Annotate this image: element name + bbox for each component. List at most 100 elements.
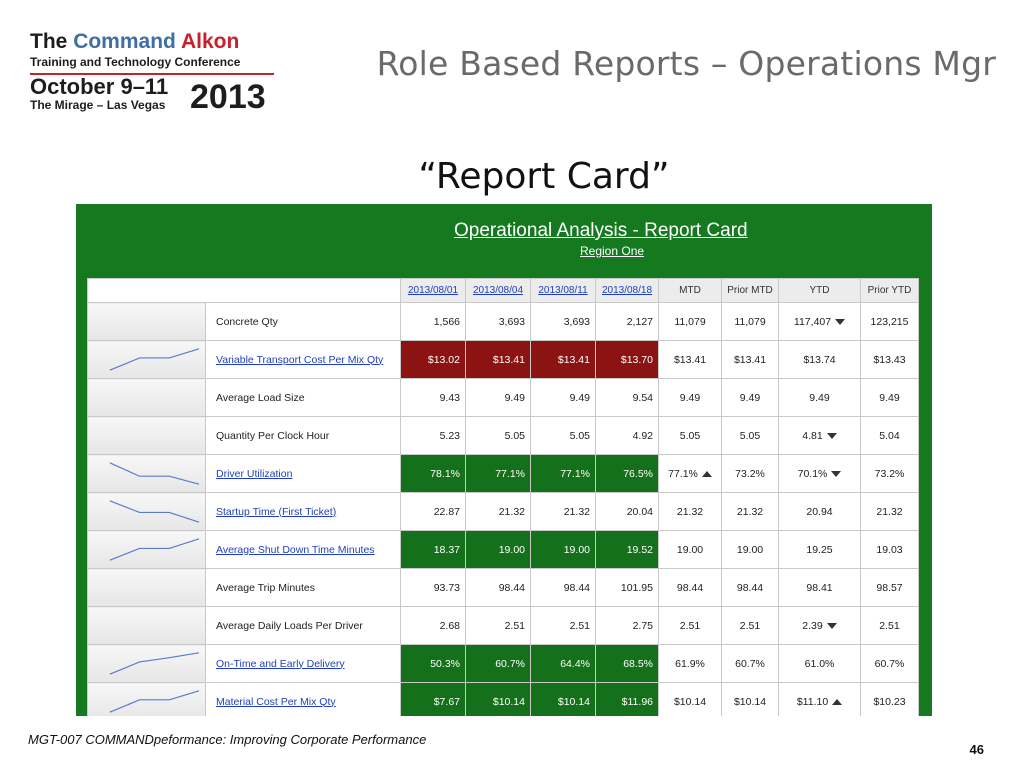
prior-mtd-cell-text: $10.14 — [733, 695, 767, 708]
weekly-value-cell: 4.92 — [595, 416, 659, 455]
sparkline-path — [109, 652, 200, 675]
weekly-value-cell: 76.5% — [595, 454, 659, 493]
sparkline-path — [109, 348, 200, 371]
prior-ytd-cell-text: 2.51 — [879, 619, 900, 632]
ytd-cell: 2.39 — [778, 606, 861, 645]
weekly-value-cell: $10.14 — [530, 682, 596, 716]
weekly-value-cell: 5.05 — [465, 416, 531, 455]
logo-line-1: The Command Alkon — [30, 30, 240, 53]
weekly-value-cell: $7.67 — [400, 682, 466, 716]
mtd-cell-text: $13.41 — [673, 353, 707, 366]
sparkline-cell — [87, 302, 206, 341]
conference-logo: The Command Alkon Training and Technolog… — [30, 30, 280, 114]
trend-sparkline — [109, 348, 200, 371]
prior-ytd-cell-text: 60.7% — [874, 657, 905, 670]
prior-ytd-cell-text: 19.03 — [876, 543, 903, 556]
ytd-cell: 9.49 — [778, 378, 861, 417]
mtd-cell: 98.44 — [658, 568, 722, 607]
weekly-value-cell: 3,693 — [530, 302, 596, 341]
prior-ytd-cell-text: 5.04 — [879, 429, 900, 442]
prior-ytd-cell: 2.51 — [860, 606, 919, 645]
weekly-value-cell: 2.75 — [595, 606, 659, 645]
prior-mtd-cell-text: 21.32 — [736, 505, 764, 518]
prior-mtd-cell-text: 19.00 — [736, 543, 764, 556]
ytd-cell-text: 2.39 — [802, 619, 823, 632]
metric-link[interactable]: Average Shut Down Time Minutes — [205, 530, 401, 569]
weekly-value-cell: $11.96 — [595, 682, 659, 716]
metric-link[interactable]: Material Cost Per Mix Qty — [205, 682, 401, 716]
sparkline-cell — [87, 416, 206, 455]
page-number: 46 — [969, 742, 984, 757]
weekly-value-cell: 5.05 — [530, 416, 596, 455]
ytd-cell: 117,407 — [778, 302, 861, 341]
weekly-value-cell: 77.1% — [530, 454, 596, 493]
table-row: Material Cost Per Mix Qty $7.67 $10.14 $10.… — [87, 682, 919, 716]
mtd-cell-text: 5.05 — [679, 429, 701, 442]
prior-ytd-cell: $13.43 — [860, 340, 919, 379]
sparkline-cell — [87, 454, 206, 493]
ytd-cell: $13.74 — [778, 340, 861, 379]
column-header-date-4[interactable]: 2013/08/18 — [595, 278, 659, 303]
report-title-link[interactable]: Operational Analysis - Report Card — [454, 220, 748, 241]
sparkline-cell — [87, 606, 206, 645]
weekly-value-cell: $13.02 — [400, 340, 466, 379]
slide-title: Role Based Reports – Operations Mgr — [376, 44, 996, 83]
trend-sparkline — [109, 652, 200, 675]
weekly-value-cell: 2.51 — [465, 606, 531, 645]
column-header-date-1[interactable]: 2013/08/01 — [400, 278, 466, 303]
report-card-panel: Operational Analysis - Report Card Regio… — [76, 204, 932, 716]
column-header-mtd: MTD — [658, 278, 722, 303]
column-header-prior-ytd: Prior YTD — [860, 278, 919, 303]
table-row: Average Trip Minutes 93.73 98.44 98.44 101.9… — [87, 568, 919, 607]
weekly-value-cell: 19.00 — [465, 530, 531, 569]
header-blank-cell — [87, 278, 401, 303]
metric-label: Average Daily Loads Per Driver — [205, 606, 401, 645]
metric-link[interactable]: Driver Utilization — [205, 454, 401, 493]
mtd-cell: 11,079 — [658, 302, 722, 341]
prior-mtd-cell: 11,079 — [721, 302, 779, 341]
weekly-value-cell: 2,127 — [595, 302, 659, 341]
logo-command-word: Command — [73, 30, 176, 53]
ytd-cell: 4.81 — [778, 416, 861, 455]
ytd-cell: 19.25 — [778, 530, 861, 569]
prior-ytd-cell: 98.57 — [860, 568, 919, 607]
column-header-date-2[interactable]: 2013/08/04 — [465, 278, 531, 303]
metric-link[interactable]: Variable Transport Cost Per Mix Qty — [205, 340, 401, 379]
report-region-link[interactable]: Region One — [580, 244, 645, 258]
mtd-cell: $10.14 — [658, 682, 722, 716]
weekly-value-cell: 1,566 — [400, 302, 466, 341]
sparkline-path — [109, 690, 200, 713]
column-header-date-3[interactable]: 2013/08/11 — [530, 278, 596, 303]
table-row: Driver Utilization 78.1% 77.1% 77.1% 76.5% 77… — [87, 454, 919, 493]
mtd-cell-text: 21.32 — [676, 505, 704, 518]
prior-mtd-cell: 98.44 — [721, 568, 779, 607]
logo-alkon-word: Alkon — [180, 30, 240, 53]
weekly-value-cell: 68.5% — [595, 644, 659, 683]
prior-mtd-cell: 19.00 — [721, 530, 779, 569]
table-row: Concrete Qty 1,566 3,693 3,693 2,127 11,079 11… — [87, 302, 919, 341]
trend-down-icon — [831, 470, 842, 477]
ytd-cell-text: 70.1% — [797, 467, 828, 480]
sparkline-path — [109, 462, 200, 485]
ytd-cell-text: 117,407 — [793, 315, 832, 328]
mtd-cell-text: $10.14 — [673, 695, 707, 708]
mtd-cell: 21.32 — [658, 492, 722, 531]
weekly-value-cell: $13.70 — [595, 340, 659, 379]
weekly-value-cell: 9.54 — [595, 378, 659, 417]
weekly-value-cell: 60.7% — [465, 644, 531, 683]
metric-link[interactable]: Startup Time (First Ticket) — [205, 492, 401, 531]
report-table: 2013/08/01 2013/08/04 2013/08/11 2013/08… — [87, 278, 919, 716]
ytd-cell: 70.1% — [778, 454, 861, 493]
ytd-cell-text: $13.74 — [803, 353, 836, 366]
table-header-row: 2013/08/01 2013/08/04 2013/08/11 2013/08… — [87, 278, 919, 303]
trend-up-icon — [701, 470, 712, 477]
trend-sparkline — [109, 462, 200, 485]
prior-ytd-cell: 60.7% — [860, 644, 919, 683]
metric-link[interactable]: On-Time and Early Delivery — [205, 644, 401, 683]
sparkline-cell — [87, 568, 206, 607]
metric-label: Concrete Qty — [205, 302, 401, 341]
weekly-value-cell: 77.1% — [465, 454, 531, 493]
ytd-cell-text: 20.94 — [806, 505, 833, 518]
weekly-value-cell: 2.68 — [400, 606, 466, 645]
prior-mtd-cell-text: 73.2% — [735, 467, 765, 480]
